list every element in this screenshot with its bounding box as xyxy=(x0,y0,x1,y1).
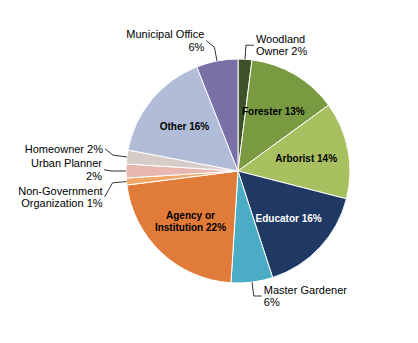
leader-line xyxy=(105,149,127,157)
label-line: Woodland xyxy=(256,33,305,45)
labels: Forester 13% Arborist 14% Educator 16% Agen… xyxy=(18,28,347,308)
leader-line xyxy=(245,45,254,59)
leader-line xyxy=(105,182,127,197)
label-line: Institution 22% xyxy=(155,222,226,233)
slices xyxy=(126,59,350,283)
chart: Forester 13% Arborist 14% Educator 16% Agen… xyxy=(0,0,418,343)
slice-label: Municipal Office6% xyxy=(126,28,204,53)
label-line: Homeowner 2% xyxy=(25,143,103,155)
slice-label: WoodlandOwner 2% xyxy=(256,33,308,58)
label-line: Agency or xyxy=(166,210,215,221)
label-line: Arborist 14% xyxy=(275,152,337,163)
label-line: 6% xyxy=(188,41,204,53)
slice-label: Arborist 14% xyxy=(275,152,337,163)
slice-label: Non-GovernmentOrganization 1% xyxy=(18,185,103,210)
slice-label: Agency orInstitution 22% xyxy=(155,210,226,233)
pie: Forester 13% Arborist 14% Educator 16% Agen… xyxy=(18,28,350,308)
slice-label: Homeowner 2% xyxy=(25,143,103,155)
label-line: Non-Government xyxy=(18,185,102,197)
label-line: Municipal Office xyxy=(126,28,204,40)
slice xyxy=(197,59,238,171)
slice-label: Master Gardener6% xyxy=(264,284,347,309)
slice-label: Urban Planner2% xyxy=(31,157,102,182)
leader-lines xyxy=(104,41,262,296)
slice-label: Educator 16% xyxy=(256,213,322,224)
label-line: Educator 16% xyxy=(256,213,322,224)
label-line: 2% xyxy=(86,170,102,182)
label-line: Organization 1% xyxy=(21,197,103,209)
leader-line xyxy=(252,282,262,296)
slice-label: Forester 13% xyxy=(242,106,305,117)
label-line: 6% xyxy=(264,296,280,308)
slice xyxy=(127,171,238,283)
label-line: Owner 2% xyxy=(256,45,308,57)
leader-line xyxy=(104,170,126,171)
label-line: Urban Planner xyxy=(31,157,102,169)
label-line: Master Gardener xyxy=(264,284,347,296)
leader-line xyxy=(206,41,217,61)
slice-label: Other 16% xyxy=(160,121,210,132)
label-line: Forester 13% xyxy=(242,106,305,117)
label-line: Other 16% xyxy=(160,121,210,132)
